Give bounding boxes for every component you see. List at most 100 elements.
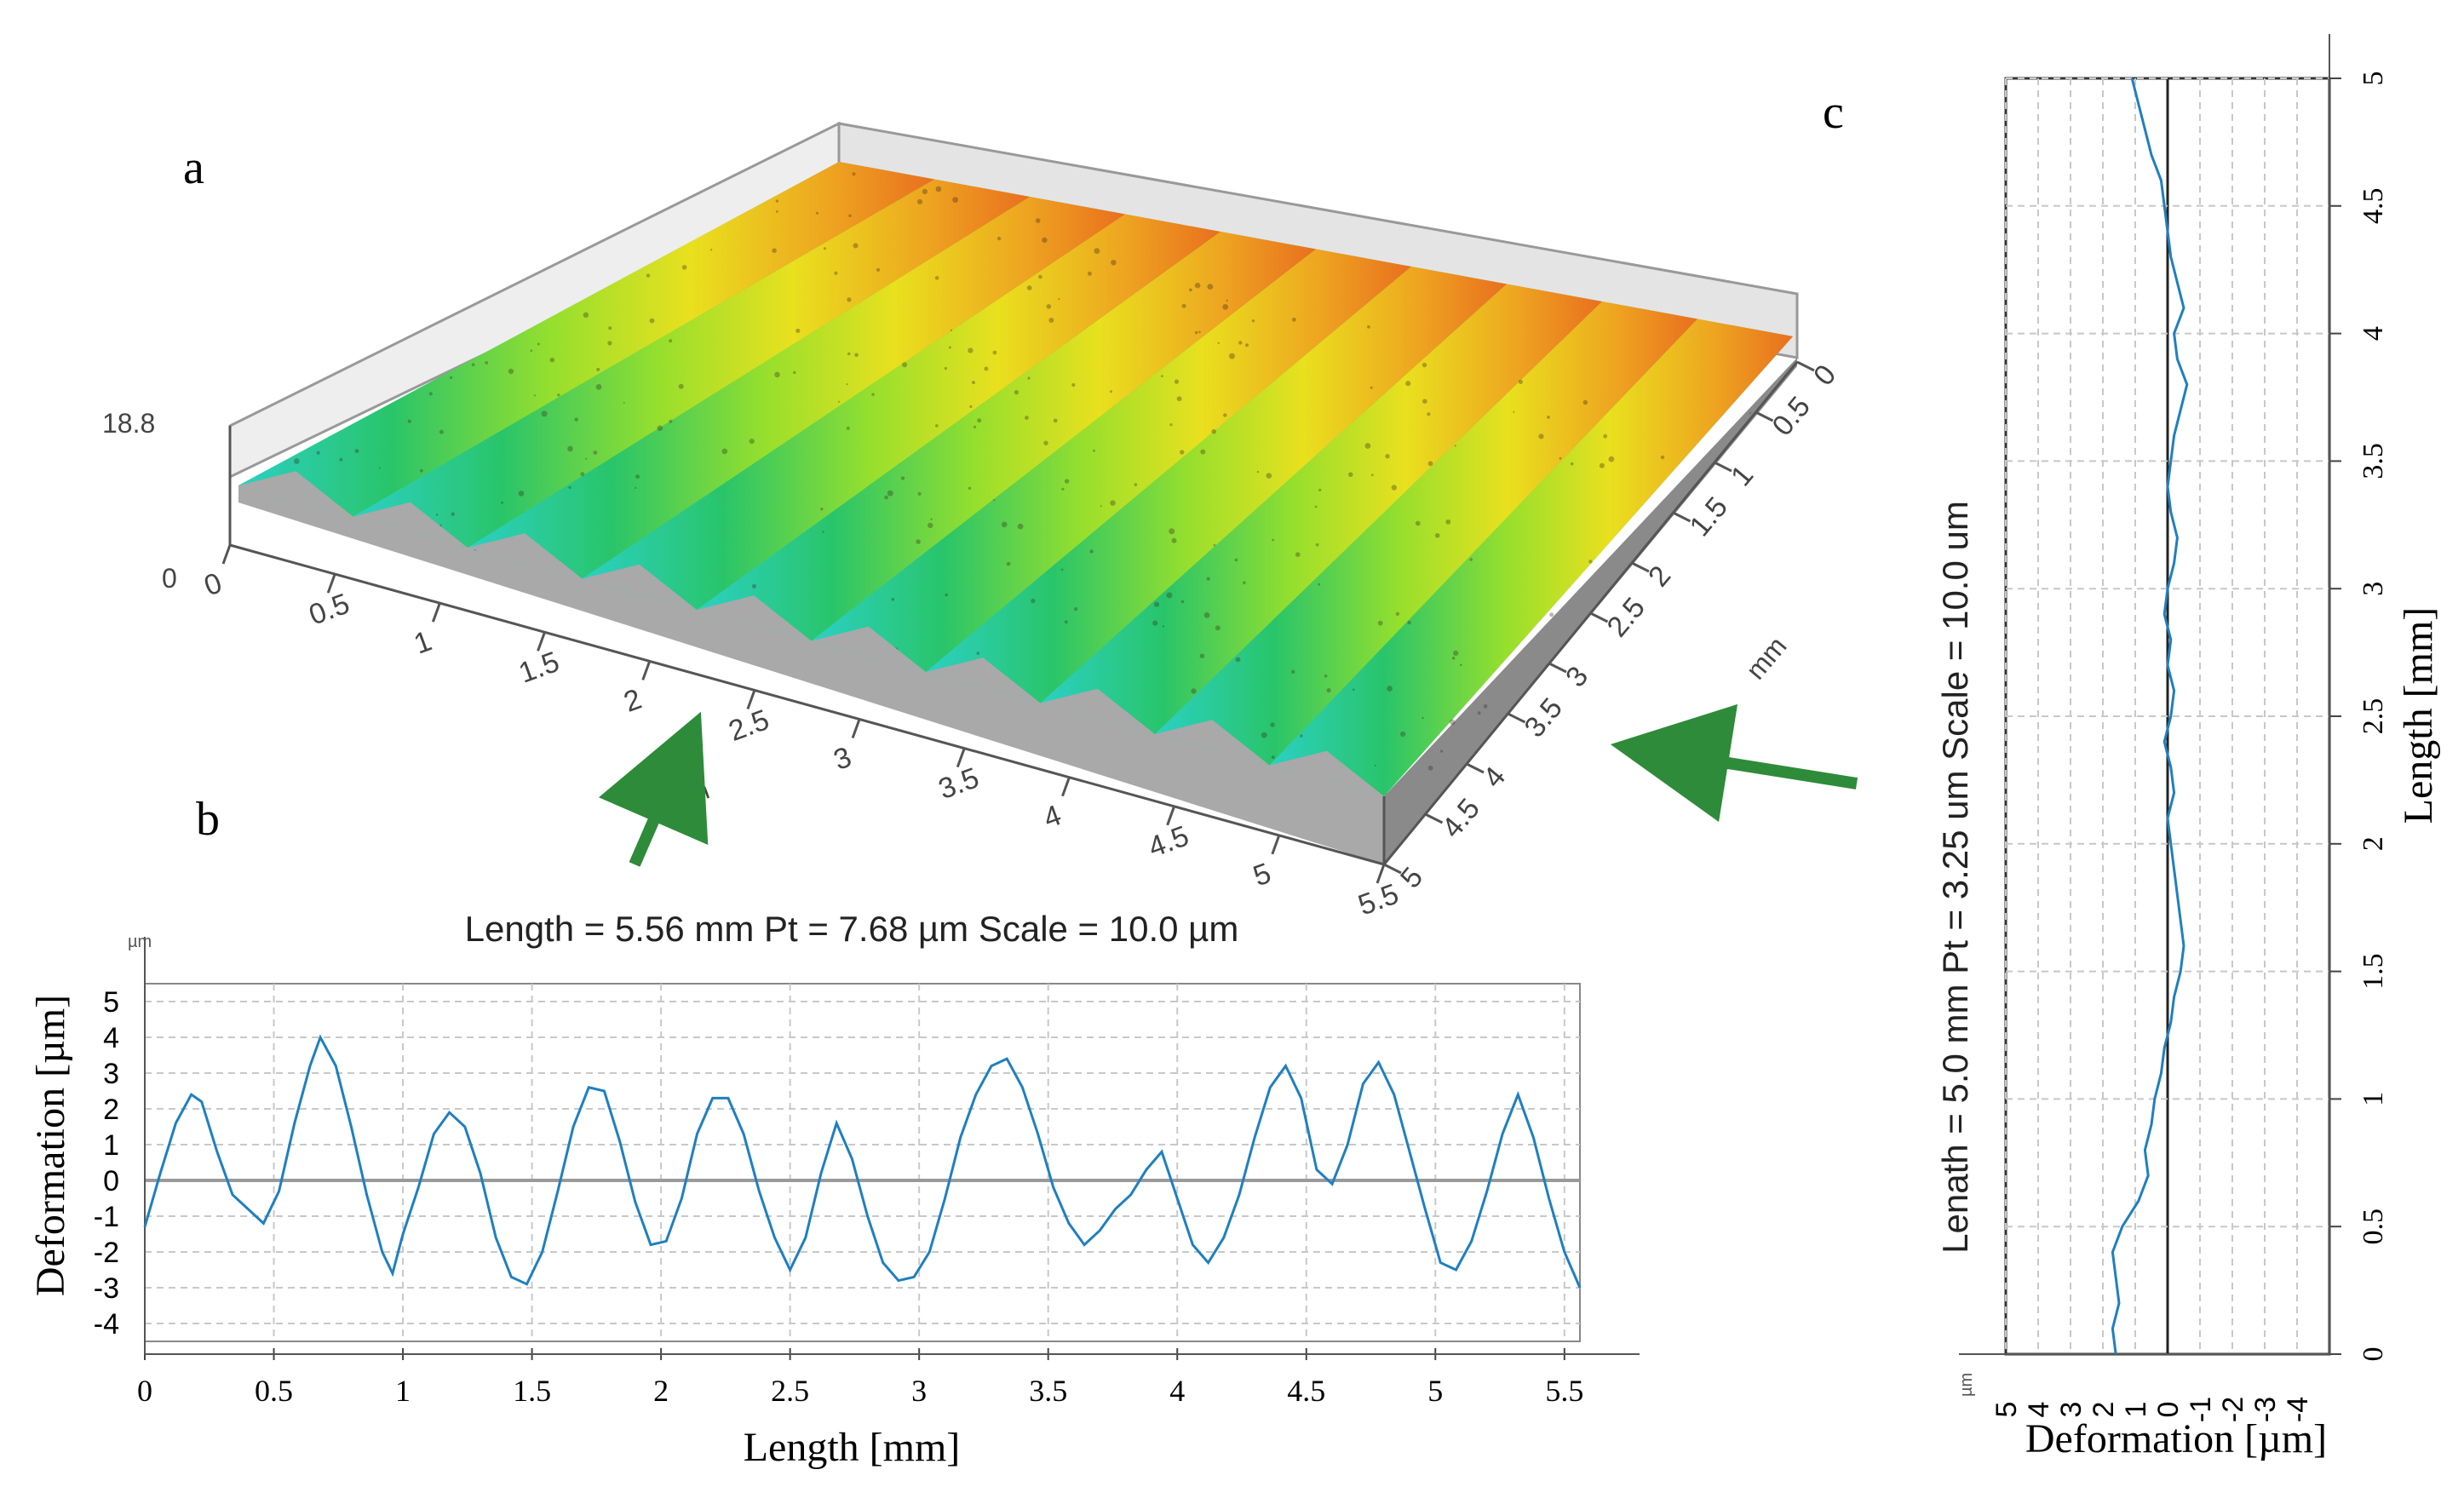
surface-speckle	[1272, 755, 1275, 759]
surface-speckle	[1570, 692, 1573, 696]
chart-b-x-tick-label: 3	[911, 1374, 927, 1408]
surface-speckle	[854, 353, 859, 358]
surface-speckle	[567, 446, 573, 452]
surface-speckle	[824, 247, 826, 250]
surface-speckle	[508, 369, 514, 374]
surface-speckle	[583, 313, 589, 318]
surface-speckle	[1609, 456, 1615, 462]
surface-speckle	[776, 199, 778, 202]
surface-speckle	[1243, 581, 1246, 584]
surface-speckle	[853, 244, 859, 249]
surface-speckle	[1111, 260, 1117, 266]
surface-speckle	[1172, 538, 1177, 543]
surface-speckle	[568, 486, 571, 489]
surface-speckle	[1577, 649, 1579, 651]
surface-speckle	[795, 329, 800, 333]
surface-speckle	[596, 384, 602, 390]
surface-speckle	[450, 376, 452, 379]
surface-speckle	[1134, 483, 1138, 486]
surface-speckle	[1908, 469, 1910, 472]
surface-speckle	[1218, 342, 1220, 344]
surface-speckle	[1324, 675, 1328, 678]
surface-speckle	[1455, 445, 1456, 446]
surface-speckle	[679, 384, 684, 389]
surface-speckle	[607, 341, 612, 345]
surface-speckle	[1367, 325, 1370, 329]
surface-speckle	[918, 492, 922, 496]
chart-c-y-tick-label: 2.5	[2358, 698, 2389, 735]
surface-speckle	[1031, 599, 1035, 603]
chart-c-xlabel: Deformation [µm]	[2025, 1416, 2327, 1461]
surface-speckle	[596, 368, 600, 371]
chart-b-y-tick-label: 4	[103, 1022, 119, 1054]
width-axis-tick-label: 2	[1642, 560, 1677, 593]
length-axis-tick-label: 5	[1249, 857, 1276, 893]
surface-speckle	[593, 451, 597, 455]
surface-speckle	[1484, 704, 1488, 709]
surface-speckle	[1538, 433, 1543, 439]
surface-speckle	[847, 297, 851, 301]
chart-c-x-tick-label: 2	[2088, 1402, 2120, 1418]
surface-speckle	[1065, 479, 1069, 483]
surface-speckle	[917, 199, 922, 204]
surface-speckle	[1043, 441, 1048, 445]
surface-speckle	[1048, 318, 1054, 323]
surface-speckle	[1061, 569, 1064, 571]
surface-speckle	[876, 268, 880, 272]
surface-speckle	[294, 458, 300, 464]
surface-speckle	[1327, 688, 1331, 692]
surface-speckle	[816, 212, 818, 215]
surface-speckle	[436, 514, 439, 516]
surface-speckle	[519, 491, 525, 497]
surface-speckle	[1222, 304, 1228, 310]
surface-speckle	[1270, 722, 1274, 726]
surface-speckle	[1891, 455, 1894, 458]
surface-speckle	[1559, 457, 1562, 460]
surface-speckle	[1257, 471, 1259, 473]
surface-speckle	[1215, 625, 1221, 630]
surface-speckle	[884, 496, 888, 500]
chart-c-y-tick-label: 2	[2358, 836, 2389, 851]
surface-speckle	[339, 458, 342, 462]
surface-speckle	[1371, 474, 1374, 476]
surface-speckle	[1272, 539, 1274, 542]
chart-b-x-tick-label: 0	[137, 1374, 152, 1408]
surface-speckle	[574, 417, 578, 422]
surface-speckle	[1835, 494, 1838, 497]
surface-speckle	[1027, 285, 1032, 290]
surface-speckle	[846, 383, 847, 385]
surface-speckle	[1513, 411, 1514, 413]
surface-speckle	[1152, 621, 1157, 626]
chart-b-x-tick-label: 2.5	[771, 1374, 809, 1408]
surface-speckle	[451, 513, 455, 516]
width-axis-tick-label: 1	[1725, 459, 1760, 492]
width-axis-tick-label: 4	[1477, 761, 1512, 794]
chart-b-y-unit: µm	[128, 933, 152, 951]
surface-speckle	[1316, 543, 1319, 547]
surface-speckle	[1065, 620, 1068, 623]
surface-speckle	[977, 418, 981, 422]
surface-speckle	[1378, 621, 1383, 626]
surface-speckle	[1742, 503, 1743, 505]
surface-speckle	[420, 469, 423, 473]
surface-speckle	[1422, 363, 1427, 367]
surface-speckle	[1315, 506, 1318, 508]
surface-speckle	[531, 349, 533, 352]
surface-speckle	[1666, 558, 1669, 561]
surface-speckle	[1169, 423, 1172, 426]
surface-speckle	[1547, 416, 1550, 419]
chart-b-x-tick-label: 1	[395, 1374, 411, 1408]
length-axis-tick	[1062, 778, 1069, 796]
surface-speckle	[916, 539, 921, 544]
length-axis-tick-label: 0.5	[305, 588, 353, 632]
surface-speckle	[834, 272, 837, 275]
surface-speckle	[501, 502, 503, 504]
surface-speckle	[355, 449, 359, 453]
surface-speckle	[1175, 380, 1179, 384]
surface-speckle	[439, 430, 444, 434]
panel-label-b: b	[196, 793, 220, 846]
length-axis-tick-label: 0	[200, 566, 227, 602]
surface-speckle	[1042, 238, 1047, 243]
surface-speckle	[969, 405, 972, 408]
width-axis-tick-label: 1.5	[1684, 491, 1734, 543]
